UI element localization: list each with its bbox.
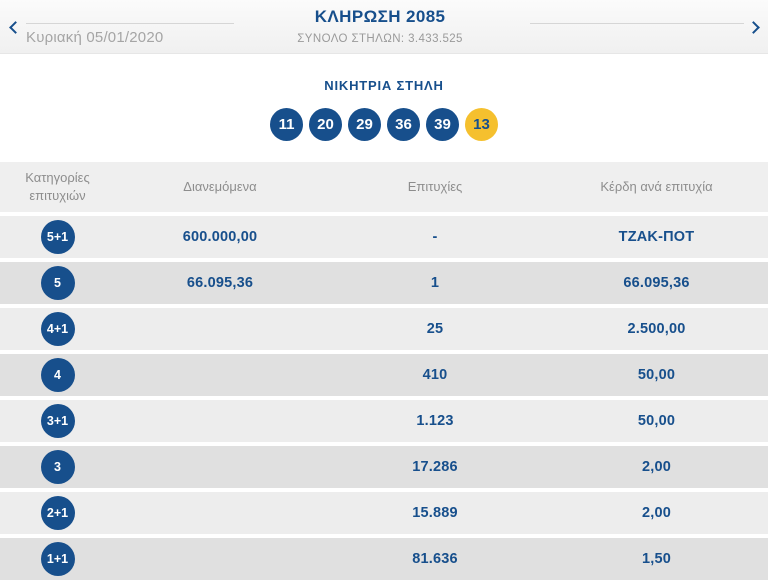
category-badge: 4	[40, 358, 75, 392]
table-row: 5 66.095,36 1 66.095,36	[0, 262, 768, 304]
category-badge: 3	[40, 450, 75, 484]
category-badge: 5	[40, 266, 75, 300]
winning-column-title: ΝΙΚΗΤΡΙΑ ΣΤΗΛΗ	[324, 78, 444, 93]
category-cell: 1+1	[0, 542, 115, 576]
category-cell: 2+1	[0, 496, 115, 530]
winners-cell: 15.889	[412, 505, 458, 521]
chevron-right-icon	[746, 20, 760, 34]
column-header-distributed: Διανεμόμενα	[183, 179, 257, 195]
winning-number-ball: 39	[426, 108, 459, 141]
results-table-header: Κατηγορίες επιτυχιών Διανεμόμενα Επιτυχί…	[0, 162, 768, 212]
prize-cell: 1,50	[641, 551, 672, 567]
joker-number-ball: 13	[465, 108, 498, 141]
winners-cell: -	[432, 229, 438, 245]
prev-draw-divider-line	[26, 23, 234, 24]
table-row: 3 17.286 2,00	[0, 446, 768, 488]
column-header-winners: Επιτυχίες	[407, 179, 463, 195]
winners-cell: 81.636	[412, 551, 458, 567]
draw-navigation-header: Κυριακή 05/01/2020 ΚΛΗΡΩΣΗ 2085 ΣΥΝΟΛΟ Σ…	[0, 0, 768, 54]
prev-draw-button[interactable]	[0, 12, 26, 42]
category-cell: 5	[0, 266, 115, 300]
category-cell: 4+1	[0, 312, 115, 346]
next-draw-divider-line	[530, 23, 745, 24]
winning-number-ball: 29	[348, 108, 381, 141]
prize-cell: ΤΖΑΚ-ΠΟΤ	[618, 229, 695, 245]
winning-number-ball: 20	[309, 108, 342, 141]
column-header-prize-per-winner: Κέρδη ανά επιτυχία	[600, 179, 713, 195]
table-row: 5+1 600.000,00 - ΤΖΑΚ-ΠΟΤ	[0, 216, 768, 258]
prize-cell: 50,00	[637, 413, 676, 429]
total-columns-label: ΣΥΝΟΛΟ ΣΤΗΛΩΝ: 3.433.525	[297, 33, 463, 45]
winning-numbers: 11 20 29 36 39 13	[0, 108, 768, 141]
table-row: 4 410 50,00	[0, 354, 768, 396]
winning-number-ball: 36	[387, 108, 420, 141]
winning-number-ball: 11	[270, 108, 303, 141]
winners-cell: 17.286	[412, 459, 458, 475]
table-row: 4+1 25 2.500,00	[0, 308, 768, 350]
prize-cell: 2.500,00	[627, 321, 686, 337]
next-draw-button[interactable]	[742, 12, 768, 42]
column-header-categories: Κατηγορίες επιτυχιών	[25, 170, 90, 203]
category-cell: 4	[0, 358, 115, 392]
category-badge: 5+1	[40, 220, 75, 254]
winners-cell: 1.123	[416, 413, 454, 429]
results-table-body: 5+1 600.000,00 - ΤΖΑΚ-ΠΟΤ 5 66.095,36 1 …	[0, 216, 768, 580]
table-row: 1+1 81.636 1,50	[0, 538, 768, 580]
prize-cell: 66.095,36	[623, 275, 690, 291]
draw-heading: ΚΛΗΡΩΣΗ 2085 ΣΥΝΟΛΟ ΣΤΗΛΩΝ: 3.433.525	[230, 0, 530, 45]
winners-cell: 25	[426, 321, 444, 337]
distributed-cell: 66.095,36	[186, 275, 254, 291]
winning-column-section: ΝΙΚΗΤΡΙΑ ΣΤΗΛΗ 11 20 29 36 39 13	[0, 54, 768, 141]
winners-cell: 1	[430, 275, 440, 291]
prev-draw-area[interactable]: Κυριακή 05/01/2020	[26, 0, 234, 46]
category-badge: 4+1	[40, 312, 75, 346]
category-badge: 2+1	[40, 496, 75, 530]
next-draw-area[interactable]	[530, 0, 745, 24]
distributed-cell: 600.000,00	[182, 229, 258, 245]
category-cell: 3	[0, 450, 115, 484]
category-badge: 3+1	[40, 404, 75, 438]
draw-date: Κυριακή 05/01/2020	[26, 29, 164, 46]
prize-cell: 50,00	[637, 367, 676, 383]
winners-cell: 410	[422, 367, 448, 383]
table-row: 3+1 1.123 50,00	[0, 400, 768, 442]
category-badge: 1+1	[40, 542, 75, 576]
results-table: Κατηγορίες επιτυχιών Διανεμόμενα Επιτυχί…	[0, 162, 768, 580]
category-cell: 3+1	[0, 404, 115, 438]
chevron-left-icon	[8, 20, 22, 34]
category-cell: 5+1	[0, 220, 115, 254]
prize-cell: 2,00	[641, 459, 672, 475]
draw-title: ΚΛΗΡΩΣΗ 2085	[314, 7, 446, 26]
prize-cell: 2,00	[641, 505, 672, 521]
table-row: 2+1 15.889 2,00	[0, 492, 768, 534]
